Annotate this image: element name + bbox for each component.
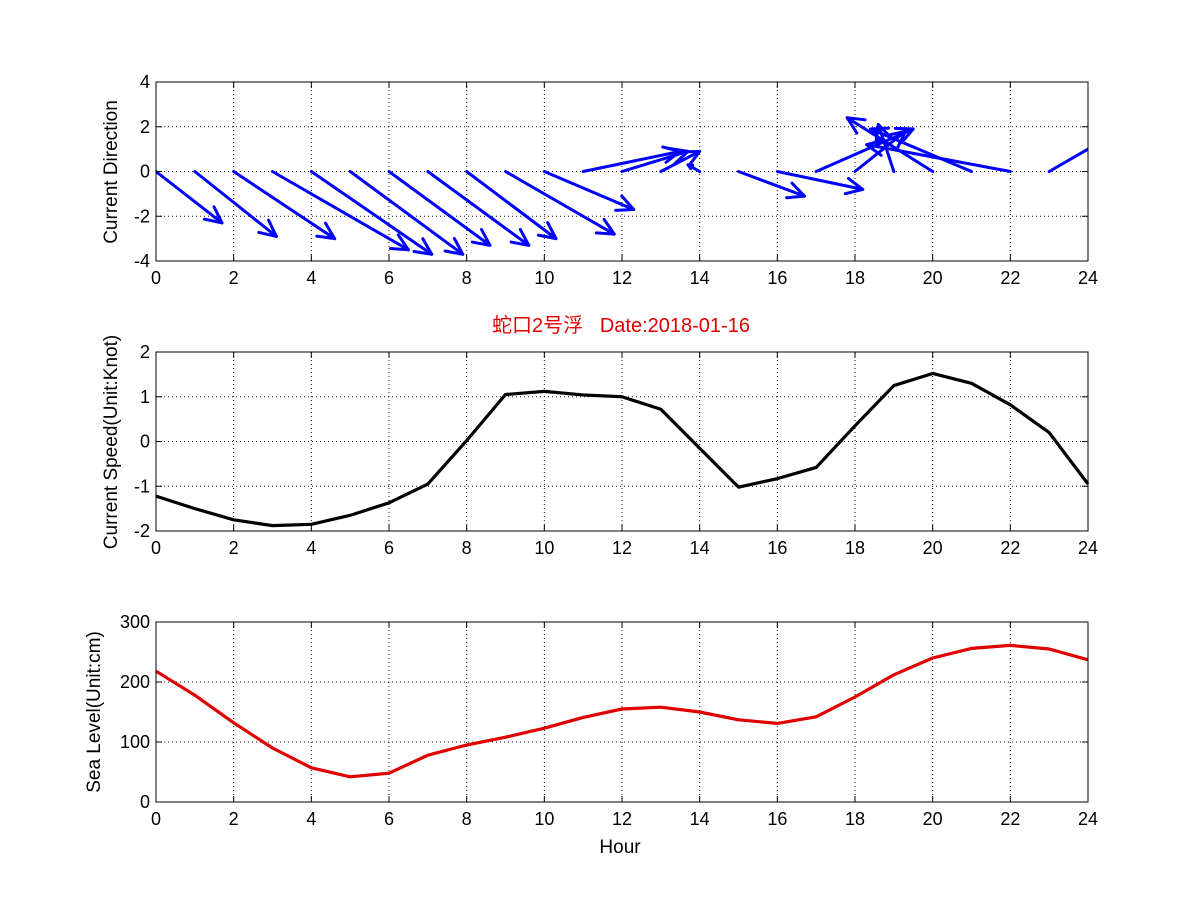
direction-arrow: [232, 170, 337, 241]
direction-arrow: [865, 138, 1012, 173]
direction-x-tick-label: 12: [612, 268, 632, 288]
direction-arrow: [465, 170, 558, 241]
direction-arrow: [387, 170, 492, 247]
sea-level-x-tick-label: 22: [1000, 809, 1020, 829]
speed-line: [155, 371, 1090, 528]
speed-x-tick-label: 12: [612, 538, 632, 558]
direction-x-tick-label: 22: [1000, 268, 1020, 288]
direction-arrow: [737, 170, 807, 200]
direction-arrow: [775, 170, 865, 196]
sea-level-x-tick-label: 24: [1078, 809, 1098, 829]
direction-y-tick-label: 0: [140, 162, 150, 182]
sea-level-x-tick-label: 0: [151, 809, 161, 829]
direction-arrow: [659, 149, 702, 173]
sea-level-x-tick-label: 4: [306, 809, 316, 829]
direction-arrows: [156, 116, 1088, 256]
chart-title: 蛇口2号浮 Date:2018-01-16: [492, 314, 750, 337]
x-axis-label: Hour: [599, 837, 641, 858]
direction-arrow: [542, 170, 636, 212]
sea-level-y-tick-label: 200: [120, 672, 150, 692]
direction-x-tick-label: 14: [690, 268, 710, 288]
sea-level-line: [155, 643, 1089, 779]
direction-x-tick-label: 6: [384, 268, 394, 288]
speed-y-tick-label: 1: [140, 387, 150, 407]
sea-level-y-axis-label: Sea Level(Unit:cm): [84, 631, 105, 793]
speed-y-tick-label: -2: [134, 521, 150, 541]
direction-y-tick-label: 2: [140, 117, 150, 137]
direction-x-tick-label: 4: [306, 268, 316, 288]
speed-x-tick-label: 18: [845, 538, 865, 558]
sea-level-x-tick-label: 20: [923, 809, 943, 829]
speed-y-tick-label: 2: [140, 342, 150, 362]
direction-x-tick-label: 8: [462, 268, 472, 288]
speed-x-tick-label: 24: [1078, 538, 1098, 558]
direction-arrow: [348, 170, 465, 256]
speed-series-line: [155, 371, 1090, 528]
sea-level-x-tick-label: 14: [690, 809, 710, 829]
direction-y-tick-label: -2: [134, 206, 150, 226]
sea-level-grid: [156, 622, 1088, 802]
sea-level-x-tick-label: 2: [229, 809, 239, 829]
speed-x-tick-label: 4: [306, 538, 316, 558]
speed-x-tick-label: 14: [690, 538, 710, 558]
direction-y-tick-label: 4: [140, 72, 150, 92]
sea-level-x-tick-label: 12: [612, 809, 632, 829]
speed-x-tick-label: 22: [1000, 538, 1020, 558]
sea-level-x-tick-label: 6: [384, 809, 394, 829]
direction-y-axis-label: Current Direction: [101, 100, 122, 244]
direction-arrow: [193, 170, 278, 238]
speed-y-axis-label: Current Speed(Unit:Knot): [101, 335, 122, 549]
direction-arrow: [845, 116, 935, 173]
direction-arrow: [309, 170, 434, 256]
direction-x-tick-label: 18: [845, 268, 865, 288]
speed-grid: [156, 352, 1088, 531]
direction-arrow: [271, 170, 410, 252]
sea-level-x-tick-label: 10: [534, 809, 554, 829]
speed-x-tick-label: 0: [151, 538, 161, 558]
speed-x-tick-label: 6: [384, 538, 394, 558]
direction-arrow: [869, 126, 973, 173]
direction-arrow: [504, 170, 616, 236]
direction-x-tick-label: 20: [923, 268, 943, 288]
speed-x-tick-label: 8: [462, 538, 472, 558]
direction-arrow: [686, 163, 702, 173]
sea-level-y-tick-label: 300: [120, 612, 150, 632]
sea-level-x-tick-label: 16: [767, 809, 787, 829]
speed-x-tick-label: 20: [923, 538, 943, 558]
sea-level-y-tick-label: 100: [120, 732, 150, 752]
speed-x-tick-label: 2: [229, 538, 239, 558]
direction-x-tick-label: 0: [151, 268, 161, 288]
direction-arrow: [156, 170, 224, 225]
sea-level-y-tick-label: 0: [140, 792, 150, 812]
speed-x-tick-label: 10: [534, 538, 554, 558]
direction-x-tick-label: 16: [767, 268, 787, 288]
sea-level-x-tick-label: 18: [845, 809, 865, 829]
direction-x-tick-label: 10: [534, 268, 554, 288]
direction-arrow: [1047, 139, 1088, 173]
speed-y-tick-label: -1: [134, 476, 150, 496]
speed-x-tick-label: 16: [767, 538, 787, 558]
speed-y-tick-label: 0: [140, 432, 150, 452]
sea-level-x-tick-label: 8: [462, 809, 472, 829]
direction-x-tick-label: 2: [229, 268, 239, 288]
sea-level-series-line: [155, 643, 1089, 779]
direction-y-tick-label: -4: [134, 251, 150, 271]
direction-arrow: [426, 170, 531, 247]
direction-x-tick-label: 24: [1078, 268, 1098, 288]
